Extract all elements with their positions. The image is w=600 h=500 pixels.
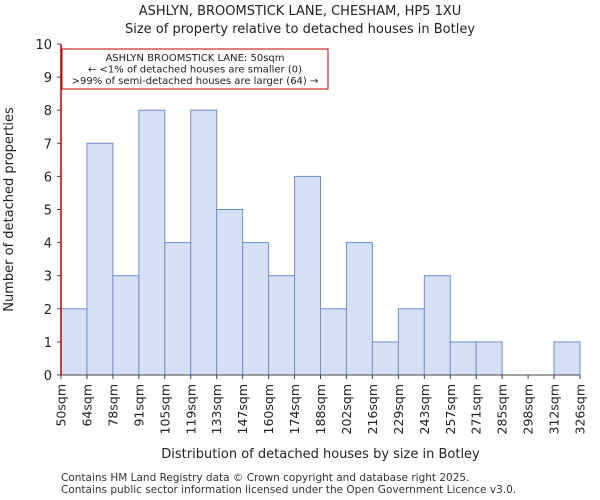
bar-133sqm	[216, 209, 244, 376]
x-tick-label-188sqm: 188sqm	[313, 384, 328, 434]
y-tick-label-7: 7	[44, 137, 52, 152]
chart-subtitle: Size of property relative to detached ho…	[124, 22, 476, 37]
y-tick-label-10: 10	[35, 38, 52, 53]
x-tick-label-91sqm: 91sqm	[131, 384, 146, 427]
bar-174sqm	[294, 175, 321, 376]
bar-64sqm	[86, 142, 114, 376]
bar-105sqm	[164, 242, 192, 376]
x-tick-label-105sqm: 105sqm	[157, 384, 172, 434]
bar-147sqm	[242, 242, 270, 376]
bar-188sqm	[320, 308, 347, 376]
x-tick-label-216sqm: 216sqm	[365, 384, 380, 434]
y-axis-label: Number of detached properties	[2, 107, 17, 312]
x-tick-label-202sqm: 202sqm	[339, 384, 354, 434]
bar-257sqm	[449, 341, 477, 376]
y-tick-label-6: 6	[44, 170, 52, 185]
annotation-line-1: ASHLYN BROOMSTICK LANE: 50sqm	[105, 53, 284, 64]
bar-160sqm	[268, 275, 296, 376]
y-tick-label-4: 4	[44, 237, 52, 252]
annotation-line-2: ← <1% of detached houses are smaller (0)	[88, 65, 302, 76]
annotation-line-3: >99% of semi-detached houses are larger …	[72, 76, 319, 87]
x-axis-label: Distribution of detached houses by size …	[161, 447, 480, 462]
bar-91sqm	[138, 109, 166, 376]
x-tick-label-64sqm: 64sqm	[79, 384, 94, 427]
x-tick-label-229sqm: 229sqm	[391, 384, 406, 434]
x-tick-label-257sqm: 257sqm	[443, 384, 458, 434]
bar-243sqm	[423, 275, 451, 376]
bar-216sqm	[371, 341, 399, 376]
bar-119sqm	[190, 109, 218, 376]
x-tick-label-78sqm: 78sqm	[105, 384, 120, 427]
bar-78sqm	[112, 275, 140, 376]
y-tick-label-5: 5	[44, 204, 52, 219]
y-tick-label-3: 3	[44, 270, 52, 285]
x-tick-label-243sqm: 243sqm	[417, 384, 432, 434]
x-tick-label-312sqm: 312sqm	[547, 384, 562, 434]
y-tick-label-1: 1	[44, 336, 52, 351]
y-tick-label-8: 8	[44, 104, 52, 119]
bar-271sqm	[475, 341, 503, 376]
x-tick-label-285sqm: 285sqm	[495, 384, 510, 434]
bar-312sqm	[553, 341, 581, 376]
x-tick-label-298sqm: 298sqm	[521, 384, 536, 434]
bar-229sqm	[397, 308, 425, 376]
y-tick-label-0: 0	[44, 369, 52, 384]
bar-50sqm	[60, 308, 88, 376]
x-tick-label-271sqm: 271sqm	[469, 384, 484, 434]
x-tick-label-174sqm: 174sqm	[287, 384, 302, 434]
x-tick-label-160sqm: 160sqm	[261, 384, 276, 434]
chart-title: ASHLYN, BROOMSTICK LANE, CHESHAM, HP5 1X…	[138, 4, 462, 19]
x-tick-label-326sqm: 326sqm	[573, 384, 588, 434]
footer-line-2: Contains public sector information licen…	[61, 484, 517, 496]
y-tick-label-2: 2	[44, 303, 52, 318]
bar-202sqm	[345, 242, 373, 376]
x-tick-label-50sqm: 50sqm	[54, 384, 69, 427]
footer-line-1: Contains HM Land Registry data © Crown c…	[61, 472, 470, 484]
x-tick-label-147sqm: 147sqm	[235, 384, 250, 434]
x-tick-label-119sqm: 119sqm	[183, 384, 198, 434]
y-tick-label-9: 9	[44, 71, 52, 86]
annotation-box	[61, 48, 329, 90]
x-tick-label-133sqm: 133sqm	[209, 384, 224, 434]
